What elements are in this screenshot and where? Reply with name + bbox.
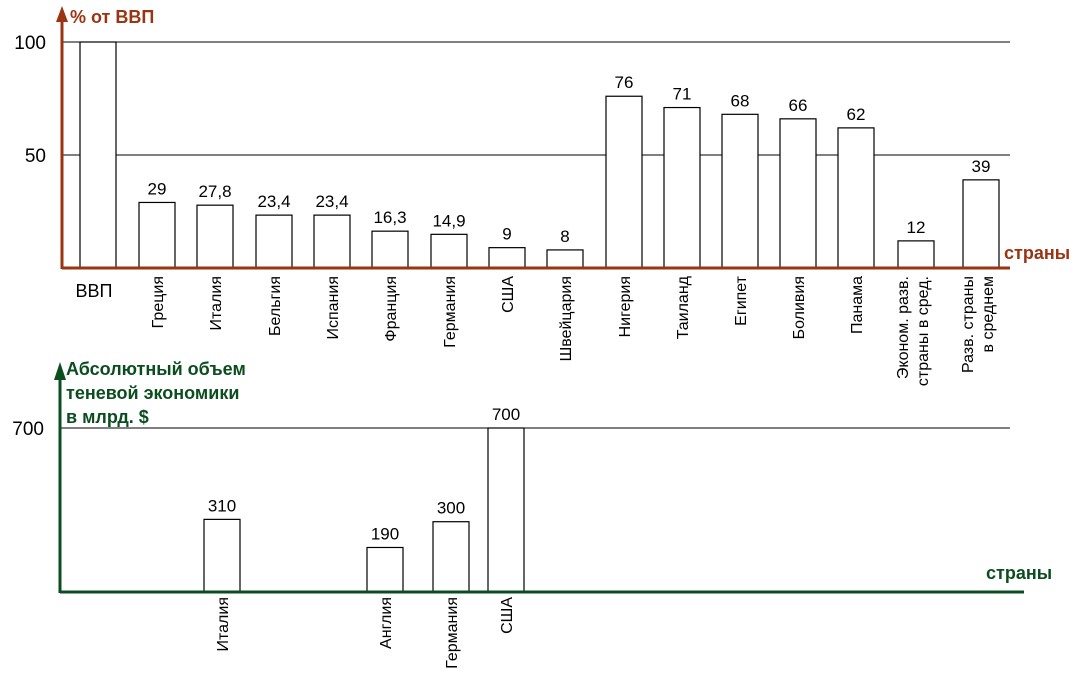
ytick-label-top: 100 bbox=[14, 33, 46, 54]
category-label-top: Франция bbox=[383, 276, 400, 342]
data-label-top: 8 bbox=[560, 227, 569, 246]
bar-top-12 bbox=[779, 118, 817, 269]
bar-top-9 bbox=[605, 95, 643, 269]
category-label-top: Германия bbox=[442, 276, 459, 348]
category-label-top: Разв. страны в среднем bbox=[960, 276, 997, 373]
bar-top-6 bbox=[430, 233, 468, 269]
category-label-bottom: Германия bbox=[444, 597, 461, 669]
data-label-top: 12 bbox=[907, 218, 926, 237]
category-label-top: Греция bbox=[150, 276, 167, 328]
data-label-top: 62 bbox=[847, 105, 866, 124]
category-label-top: США bbox=[500, 276, 517, 313]
bar-bottom-2 bbox=[432, 521, 470, 593]
y-axis-arrow-bottom bbox=[54, 362, 66, 380]
y-axis-label-top: % от ВВП bbox=[70, 7, 154, 27]
y-axis-arrow-top bbox=[56, 6, 68, 22]
data-label-top: 76 bbox=[615, 73, 634, 92]
ytick-label-top: 50 bbox=[25, 146, 46, 167]
bottom-chart-absolute-volume: 700 310 Италия 190 Англия 300 Германия 700 США Аб… bbox=[12, 359, 1052, 669]
category-label-top: Нигерия bbox=[617, 276, 634, 337]
data-label-top: 27,8 bbox=[198, 182, 231, 201]
data-label-top: 23,4 bbox=[257, 192, 290, 211]
bar-top-2 bbox=[196, 204, 234, 269]
category-label-top: Италия bbox=[208, 276, 225, 330]
category-label-top: Эконом. разв. страны в сред. bbox=[895, 276, 932, 386]
bar-top-13 bbox=[837, 127, 875, 269]
x-axis-label-top: страны bbox=[1004, 243, 1070, 263]
bar-top-8 bbox=[546, 249, 584, 269]
bar-top-3 bbox=[255, 214, 293, 269]
data-label-bottom: 190 bbox=[371, 524, 399, 543]
data-label-top: 14,9 bbox=[432, 211, 465, 230]
category-label-top: Панама bbox=[849, 276, 866, 334]
bar-top-4 bbox=[313, 214, 351, 269]
bar-top-1 bbox=[138, 201, 176, 269]
category-label-bottom: США bbox=[499, 597, 516, 634]
data-label-bottom: 310 bbox=[208, 496, 236, 515]
bar-top-7 bbox=[488, 247, 526, 269]
data-label-top: 23,4 bbox=[315, 192, 348, 211]
category-label-top: Бельгия bbox=[267, 276, 284, 336]
category-label-top: Швейцария bbox=[558, 276, 575, 361]
data-label-top: 39 bbox=[972, 157, 991, 176]
top-chart-percent-gdp: 50 100 ВВП 29 Греция 27,8 Италия 23,4 Бельгия 23,… bbox=[14, 6, 1070, 386]
data-label-bottom: 700 bbox=[492, 405, 520, 424]
data-label-top: 9 bbox=[502, 225, 511, 244]
bar-top-11 bbox=[721, 113, 759, 269]
category-label-top: Египет bbox=[733, 275, 750, 325]
data-label-top: 29 bbox=[148, 179, 167, 198]
y-axis-label-bottom: Абсолютный объем теневой экономики в млрд.… bbox=[66, 359, 246, 427]
x-axis-label-bottom: страны bbox=[986, 563, 1052, 583]
category-label-bottom: Италия bbox=[215, 597, 232, 651]
bar-top-14 bbox=[897, 240, 935, 269]
category-label-top: Испания bbox=[325, 276, 342, 340]
bar-top-5 bbox=[371, 230, 409, 269]
data-label-bottom: 300 bbox=[437, 499, 465, 518]
data-label-top: 66 bbox=[789, 96, 808, 115]
bar-top-15 bbox=[962, 179, 1000, 269]
bar-bottom-3 bbox=[487, 427, 525, 593]
bar-bottom-1 bbox=[366, 546, 404, 593]
bar-top-0 bbox=[79, 41, 117, 269]
data-label-top: 16,3 bbox=[373, 208, 406, 227]
category-label-top: Таиланд bbox=[675, 275, 692, 339]
category-label-top: Боливия bbox=[791, 276, 808, 339]
bar-bottom-0 bbox=[203, 518, 241, 593]
bar-top-10 bbox=[663, 106, 701, 269]
ytick-label-bottom: 700 bbox=[12, 419, 44, 440]
category-label-top: ВВП bbox=[76, 281, 113, 301]
category-label-bottom: Англия bbox=[378, 597, 395, 649]
data-label-top: 68 bbox=[731, 91, 750, 110]
data-label-top: 71 bbox=[673, 85, 692, 104]
